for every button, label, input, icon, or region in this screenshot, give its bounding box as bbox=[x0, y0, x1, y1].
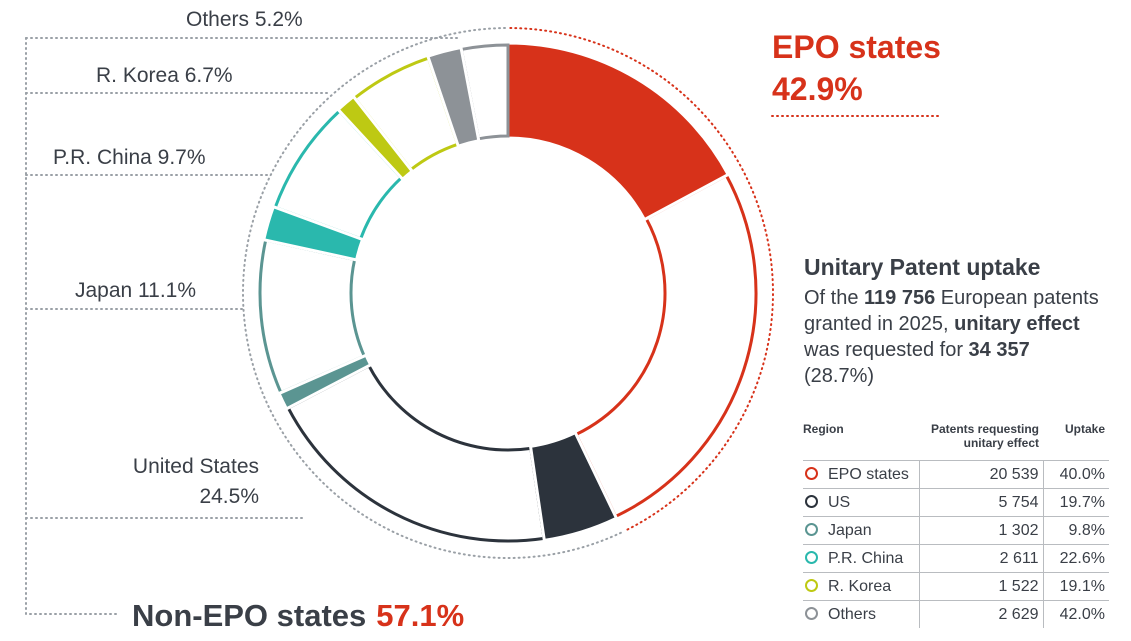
segment-epo-states-remainder bbox=[574, 173, 758, 519]
table-row: US 5 754 19.7% bbox=[803, 488, 1109, 517]
segment-united-states-remainder bbox=[286, 363, 546, 543]
region-name: US bbox=[828, 493, 851, 511]
label-japan: Japan 11.1% bbox=[75, 279, 196, 302]
summary-t4: (28.7%) bbox=[804, 365, 875, 387]
legend-ring-icon bbox=[805, 522, 818, 536]
segment-epo-states-unitary bbox=[506, 41, 731, 222]
cell-region: Others bbox=[803, 600, 919, 628]
non-epo-title: Non-EPO states bbox=[132, 598, 366, 633]
region-name: Japan bbox=[828, 521, 872, 539]
donut-segments bbox=[258, 41, 758, 543]
header-uptake: Uptake bbox=[1064, 422, 1105, 436]
table-row: EPO states 20 539 40.0% bbox=[803, 460, 1109, 489]
segment-united-states-unitary bbox=[528, 430, 619, 543]
cell-region: US bbox=[803, 488, 919, 517]
summary-requested: 34 357 bbox=[968, 339, 1030, 361]
non-epo-pct: 57.1% bbox=[376, 598, 464, 633]
table-row: Japan 1 302 9.8% bbox=[803, 516, 1109, 545]
cell-uptake: 22.6% bbox=[1042, 544, 1109, 573]
cell-region: EPO states bbox=[803, 460, 919, 489]
table-header-row: Region Patents requesting unitary effect… bbox=[803, 418, 1109, 461]
cell-patents: 1 302 bbox=[918, 516, 1043, 545]
label-us-pct: 24.5% bbox=[199, 485, 259, 508]
summary-t2: European patents granted in 2025, bbox=[804, 287, 1099, 335]
cell-patents: 5 754 bbox=[918, 488, 1043, 517]
legend-ring-icon bbox=[805, 494, 818, 508]
legend-ring-icon bbox=[805, 578, 818, 592]
cell-region: Japan bbox=[803, 516, 919, 545]
legend-ring-icon bbox=[805, 550, 818, 564]
cell-uptake: 40.0% bbox=[1042, 460, 1109, 489]
guide-lines bbox=[25, 37, 941, 615]
summary-text: Of the 119 756 European patents granted … bbox=[804, 285, 1104, 389]
non-epo-bracket-line bbox=[25, 37, 119, 615]
segment-others-remainder bbox=[459, 43, 510, 141]
segment-japan-unitary bbox=[277, 353, 373, 411]
table-row: P.R. China 2 611 22.6% bbox=[803, 544, 1109, 573]
summary-total: 119 756 bbox=[864, 287, 936, 309]
label-korea: R. Korea 6.7% bbox=[96, 64, 233, 87]
epo-states-pct: 42.9% bbox=[772, 71, 863, 107]
summary-title: Unitary Patent uptake bbox=[804, 254, 1041, 280]
header-region: Region bbox=[803, 422, 844, 436]
region-name: P.R. China bbox=[828, 549, 904, 567]
summary-t3: was requested for bbox=[804, 339, 969, 361]
cell-patents: 2 611 bbox=[918, 544, 1043, 573]
table-body: EPO states 20 539 40.0% US 5 754 19.7% Japan 1 … bbox=[803, 460, 1109, 628]
table-row: Others 2 629 42.0% bbox=[803, 600, 1109, 628]
header-patents: Patents requesting unitary effect bbox=[930, 422, 1039, 450]
cell-uptake: 19.1% bbox=[1042, 572, 1109, 601]
cell-uptake: 19.7% bbox=[1042, 488, 1109, 517]
region-name: R. Korea bbox=[828, 577, 892, 595]
label-others: Others 5.2% bbox=[186, 8, 303, 31]
label-china: P.R. China 9.7% bbox=[53, 146, 206, 169]
table-row: R. Korea 1 522 19.1% bbox=[803, 572, 1109, 601]
legend-ring-icon bbox=[805, 606, 818, 620]
region-name: EPO states bbox=[828, 465, 909, 483]
cell-region: R. Korea bbox=[803, 572, 919, 601]
group-arcs bbox=[242, 27, 774, 559]
summary-t1: Of the bbox=[804, 287, 865, 309]
cell-patents: 20 539 bbox=[918, 460, 1043, 489]
legend-ring-icon bbox=[805, 466, 818, 480]
uptake-table: Region Patents requesting unitary effect… bbox=[803, 418, 1109, 628]
cell-patents: 1 522 bbox=[918, 572, 1043, 601]
summary-unitary-effect: unitary effect bbox=[954, 313, 1080, 335]
segment-p-r-china-unitary bbox=[261, 204, 365, 262]
segment-others-unitary bbox=[425, 45, 481, 149]
cell-patents: 2 629 bbox=[918, 600, 1043, 628]
cell-uptake: 42.0% bbox=[1042, 600, 1109, 628]
cell-uptake: 9.8% bbox=[1042, 516, 1109, 545]
cell-region: P.R. China bbox=[803, 544, 919, 573]
region-name: Others bbox=[828, 605, 877, 623]
epo-group-arc bbox=[509, 27, 774, 532]
label-us-name: United States bbox=[133, 455, 259, 478]
non-epo-label: Non-EPO states 57.1% bbox=[132, 598, 464, 633]
epo-states-title: EPO states bbox=[772, 29, 941, 65]
segment-r-korea-unitary bbox=[336, 94, 415, 182]
